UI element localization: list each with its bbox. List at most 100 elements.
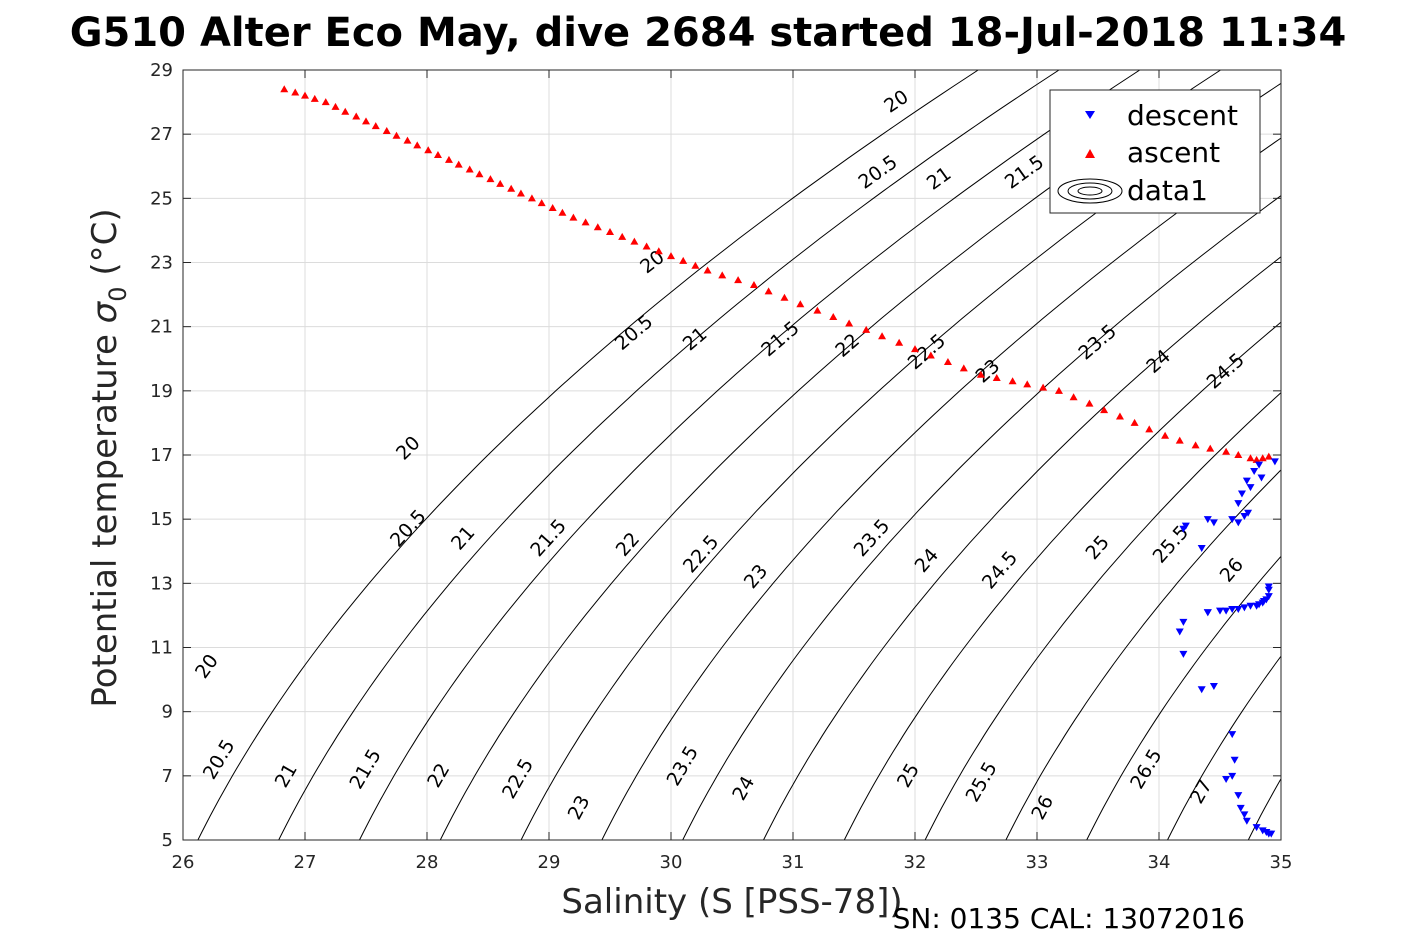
- descent-point: [1270, 458, 1279, 466]
- data-markers: [280, 85, 1279, 838]
- ascent-point: [507, 184, 516, 192]
- ascent-point: [703, 266, 712, 274]
- ascent-point: [943, 357, 952, 365]
- ascent-point: [606, 228, 614, 236]
- x-tick-label: 35: [1270, 852, 1293, 873]
- ascent-point: [1039, 383, 1048, 391]
- ascent-point: [424, 146, 433, 154]
- descent-point: [1252, 602, 1261, 610]
- ascent-point: [433, 151, 442, 159]
- descent-point: [1252, 824, 1261, 832]
- ascent-point: [362, 117, 370, 125]
- descent-point: [1203, 609, 1212, 617]
- density-contours: [197, 38, 1417, 872]
- descent-point: [1179, 618, 1188, 626]
- ascent-point: [280, 85, 289, 93]
- ascent-point: [1206, 444, 1215, 452]
- ascent-point: [413, 141, 422, 149]
- ascent-point: [959, 364, 968, 372]
- ascent-point: [321, 98, 330, 106]
- ascent-point: [301, 91, 309, 99]
- descent-point: [1197, 686, 1206, 694]
- ascent-point: [1023, 380, 1032, 388]
- ascent-point: [796, 300, 805, 308]
- descent-point: [1242, 817, 1251, 825]
- descent-point: [1179, 525, 1188, 533]
- legend-ascent-marker: [1085, 149, 1095, 158]
- descent-point: [1257, 474, 1266, 482]
- descent-point: [1222, 607, 1231, 615]
- ascent-point: [911, 345, 919, 353]
- ascent-point: [454, 160, 463, 168]
- y-axis-ticks: 5 7 9 11 13 15 17 19 21 23 25 27 29: [150, 60, 1281, 851]
- ascent-point: [1069, 393, 1078, 401]
- descent-point: [1234, 500, 1243, 508]
- y-tick-label: 27: [150, 124, 173, 145]
- descent-point: [1228, 516, 1237, 524]
- descent-point: [1209, 519, 1218, 527]
- y-tick-label: 13: [150, 573, 173, 594]
- ascent-point: [310, 94, 319, 102]
- descent-point: [1240, 811, 1249, 819]
- descent-point: [1228, 772, 1237, 780]
- isopycnal-line: [1086, 555, 1281, 840]
- descent-point: [1197, 545, 1206, 553]
- ascent-point: [1234, 451, 1243, 458]
- y-tick-label: 5: [162, 830, 173, 851]
- ascent-point: [352, 112, 361, 120]
- ascent-point: [780, 293, 789, 301]
- ascent-point: [642, 242, 651, 250]
- ascent-point: [1145, 425, 1154, 433]
- y-axis-label-main: Potential temperature: [85, 323, 125, 707]
- ascent-point: [926, 351, 935, 359]
- ascent-point: [486, 175, 495, 183]
- ascent-point: [749, 280, 758, 288]
- isopycnal-line: [924, 391, 1281, 840]
- isopycnal-line: [358, 70, 1141, 840]
- ascent-point: [558, 208, 567, 216]
- ascent-point: [734, 276, 743, 284]
- isopycnal-line: [843, 321, 1281, 840]
- y-tick-label: 25: [150, 188, 173, 209]
- ascent-point: [1175, 436, 1184, 444]
- legend-contour-icon: [1057, 178, 1123, 204]
- ascent-point: [895, 338, 904, 346]
- ascent-point: [691, 261, 700, 269]
- ascent-point: [1246, 454, 1255, 462]
- x-tick-label: 32: [904, 852, 927, 873]
- y-tick-label: 15: [150, 509, 173, 530]
- y-tick-label: 9: [162, 702, 173, 723]
- ascent-point: [764, 287, 773, 295]
- ascent-point: [1085, 399, 1094, 407]
- ascent-point: [1115, 412, 1124, 420]
- descent-point: [1250, 468, 1259, 476]
- x-tick-label: 31: [782, 852, 805, 873]
- ascent-point: [878, 332, 887, 340]
- descent-point: [1242, 477, 1251, 485]
- y-tick-label: 17: [150, 445, 173, 466]
- descent-point: [1179, 650, 1188, 658]
- descent-point: [1222, 776, 1231, 784]
- ascent-point: [618, 232, 627, 240]
- x-axis-ticks: 26 27 28 29 30 31 32 33 34 35: [172, 70, 1293, 873]
- ascent-point: [862, 325, 871, 333]
- y-tick-label: 29: [150, 60, 173, 81]
- ascent-point: [1222, 447, 1231, 455]
- ascent-point: [1252, 455, 1261, 463]
- y-axis-label-unit: (°C): [85, 208, 125, 286]
- ascent-point: [382, 126, 391, 134]
- ascent-point: [1008, 377, 1017, 385]
- ascent-point: [392, 131, 401, 139]
- ascent-point: [475, 170, 484, 178]
- descent-point: [1258, 599, 1267, 607]
- x-tick-label: 28: [416, 852, 439, 873]
- y-axis-label-sigma: σ: [85, 300, 125, 323]
- ascent-point: [992, 374, 1001, 381]
- chart-title: G510 Alter Eco May, dive 2684 started 18…: [70, 10, 1347, 56]
- ascent-point: [403, 136, 412, 144]
- descent-point: [1246, 484, 1255, 492]
- descent-point: [1264, 583, 1273, 591]
- descent-point: [1230, 756, 1239, 764]
- isopycnal-line: [1314, 38, 1417, 872]
- isopycnal-line: [197, 70, 980, 840]
